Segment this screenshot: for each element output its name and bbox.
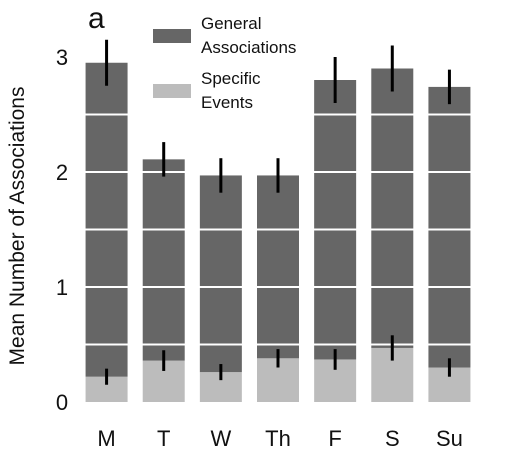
bar-general-associations-t [142, 159, 185, 361]
x-tick-label-m: M [97, 426, 115, 450]
y-axis-label: Mean Number of Associations [6, 87, 29, 366]
bar-general-associations-s [371, 68, 414, 348]
legend-text-general-line-1: General [201, 14, 261, 33]
x-axis-labels: M T W Th F S Su [97, 426, 462, 450]
x-tick-label-th: Th [265, 426, 291, 450]
legend: General Associations Specific Events [153, 14, 296, 112]
bar-general-associations-w [199, 175, 242, 373]
gridlines-over-bars [78, 56, 478, 346]
error-bars [105, 39, 451, 385]
x-tick-label-w: W [210, 426, 231, 450]
y-tick-label: 1 [56, 275, 68, 300]
bar-general-associations-th [257, 175, 299, 359]
bar-general-associations-su [428, 86, 471, 368]
y-tick-label: 3 [56, 45, 68, 70]
legend-swatch-specific [153, 84, 191, 98]
legend-text-general-line-2: Associations [201, 38, 296, 57]
legend-swatch-general [153, 29, 191, 43]
x-tick-label-f: F [328, 426, 341, 450]
bar-general-associations-f [314, 80, 357, 360]
y-tick-label: 0 [56, 390, 68, 415]
bar-general-associations-m [85, 62, 128, 377]
legend-text-specific-line-1: Specific [201, 69, 261, 88]
legend-text-specific-line-2: Events [201, 93, 253, 112]
panel-label: a [88, 2, 105, 35]
x-tick-label-s: S [385, 426, 400, 450]
y-axis-ticks: 0 1 2 3 [56, 45, 68, 415]
x-tick-label-t: T [157, 426, 170, 450]
x-tick-label-su: Su [436, 426, 463, 450]
y-tick-label: 2 [56, 160, 68, 185]
